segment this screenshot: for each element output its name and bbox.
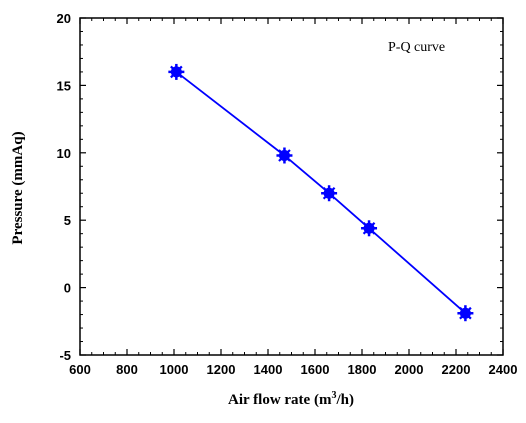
x-tick-label: 2000 bbox=[395, 362, 424, 377]
x-tick-label: 1200 bbox=[207, 362, 236, 377]
ticks bbox=[80, 18, 503, 355]
y-tick-labels: -5 0 5 10 15 20 bbox=[57, 11, 71, 363]
y-tick-label: 20 bbox=[57, 11, 71, 26]
x-tick-label: 2400 bbox=[489, 362, 518, 377]
y-tick-label: 15 bbox=[57, 78, 71, 93]
x-tick-labels: 600 800 1000 1200 1400 1600 1800 2000 2200 2400 bbox=[69, 362, 517, 377]
series-line bbox=[176, 72, 465, 313]
x-tick-label: 800 bbox=[116, 362, 138, 377]
y-axis-title: Pressure (mmAq) bbox=[10, 131, 26, 244]
x-tick-label: 1400 bbox=[254, 362, 283, 377]
y-tick-label: 10 bbox=[57, 146, 71, 161]
plot-frame bbox=[80, 18, 503, 355]
x-tick-label: 600 bbox=[69, 362, 91, 377]
y-tick-label: 5 bbox=[64, 213, 71, 228]
x-tick-label: 1600 bbox=[301, 362, 330, 377]
y-tick-label: 0 bbox=[64, 281, 71, 296]
series-lines bbox=[176, 72, 465, 313]
y-tick-label: -5 bbox=[59, 348, 71, 363]
series-points bbox=[168, 64, 473, 321]
data-point bbox=[168, 64, 184, 80]
legend-label: P-Q curve bbox=[388, 40, 445, 55]
x-axis-title: Air flow rate (m3/h) bbox=[228, 390, 354, 408]
x-tick-label: 2200 bbox=[442, 362, 471, 377]
x-tick-label: 1000 bbox=[160, 362, 189, 377]
x-axis-title-suffix: /h) bbox=[335, 392, 354, 408]
x-axis-title-prefix: Air flow rate (m bbox=[228, 392, 332, 408]
x-tick-label: 1800 bbox=[348, 362, 377, 377]
